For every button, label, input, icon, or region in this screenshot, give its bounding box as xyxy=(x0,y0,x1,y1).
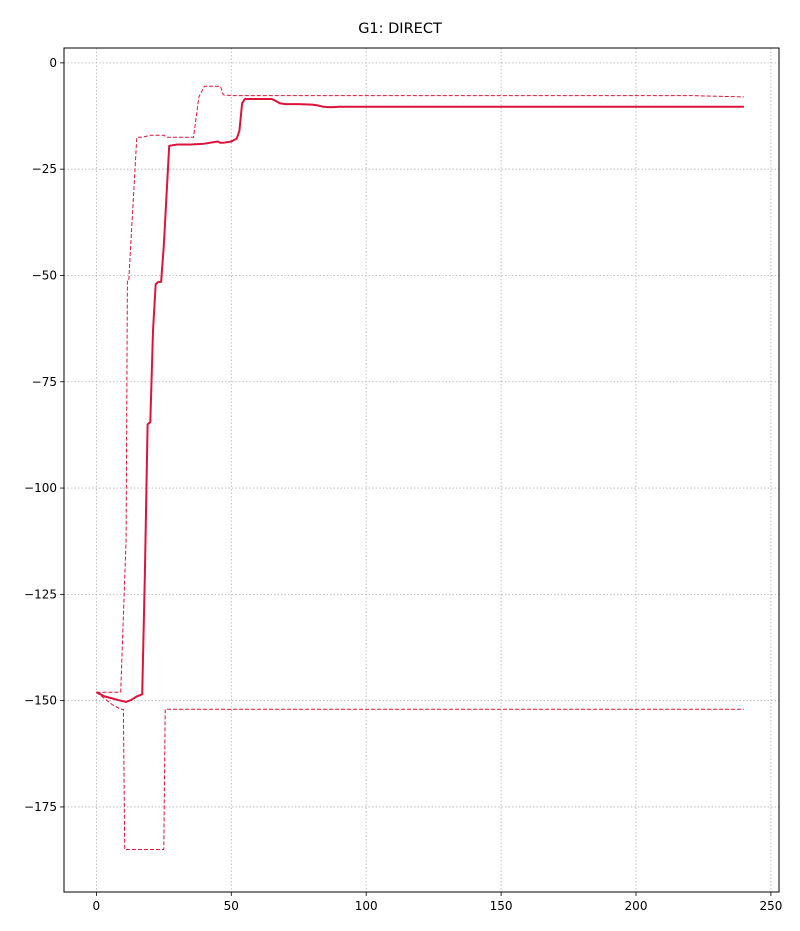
chart-title: G1: DIRECT xyxy=(358,21,442,37)
series-group xyxy=(95,85,744,850)
y-tick-label: −50 xyxy=(32,268,57,282)
grid xyxy=(64,48,779,892)
x-tick-label: 200 xyxy=(625,899,648,913)
x-tick-label: 100 xyxy=(355,899,378,913)
y-axis: 0 −25 −50 −75 −100 −125 −150 −175 xyxy=(24,56,64,814)
series-bound-line-2 xyxy=(96,691,744,850)
y-tick-label: −75 xyxy=(32,375,57,389)
y-tick-label: −125 xyxy=(24,587,57,601)
x-axis: 0 50 100 150 200 250 xyxy=(93,892,782,913)
y-tick-label: −150 xyxy=(24,694,57,708)
x-tick-label: 250 xyxy=(759,899,782,913)
series-bound-line-1 xyxy=(96,85,744,693)
plot-frame xyxy=(63,47,780,893)
series-main-line xyxy=(95,98,744,703)
x-tick-label: 50 xyxy=(224,899,239,913)
y-tick-label: −25 xyxy=(32,162,57,176)
y-tick-label: −175 xyxy=(24,800,57,814)
y-tick-label: 0 xyxy=(49,56,57,70)
x-tick-label: 0 xyxy=(93,899,101,913)
x-tick-label: 150 xyxy=(490,899,513,913)
y-tick-label: −100 xyxy=(24,481,57,495)
